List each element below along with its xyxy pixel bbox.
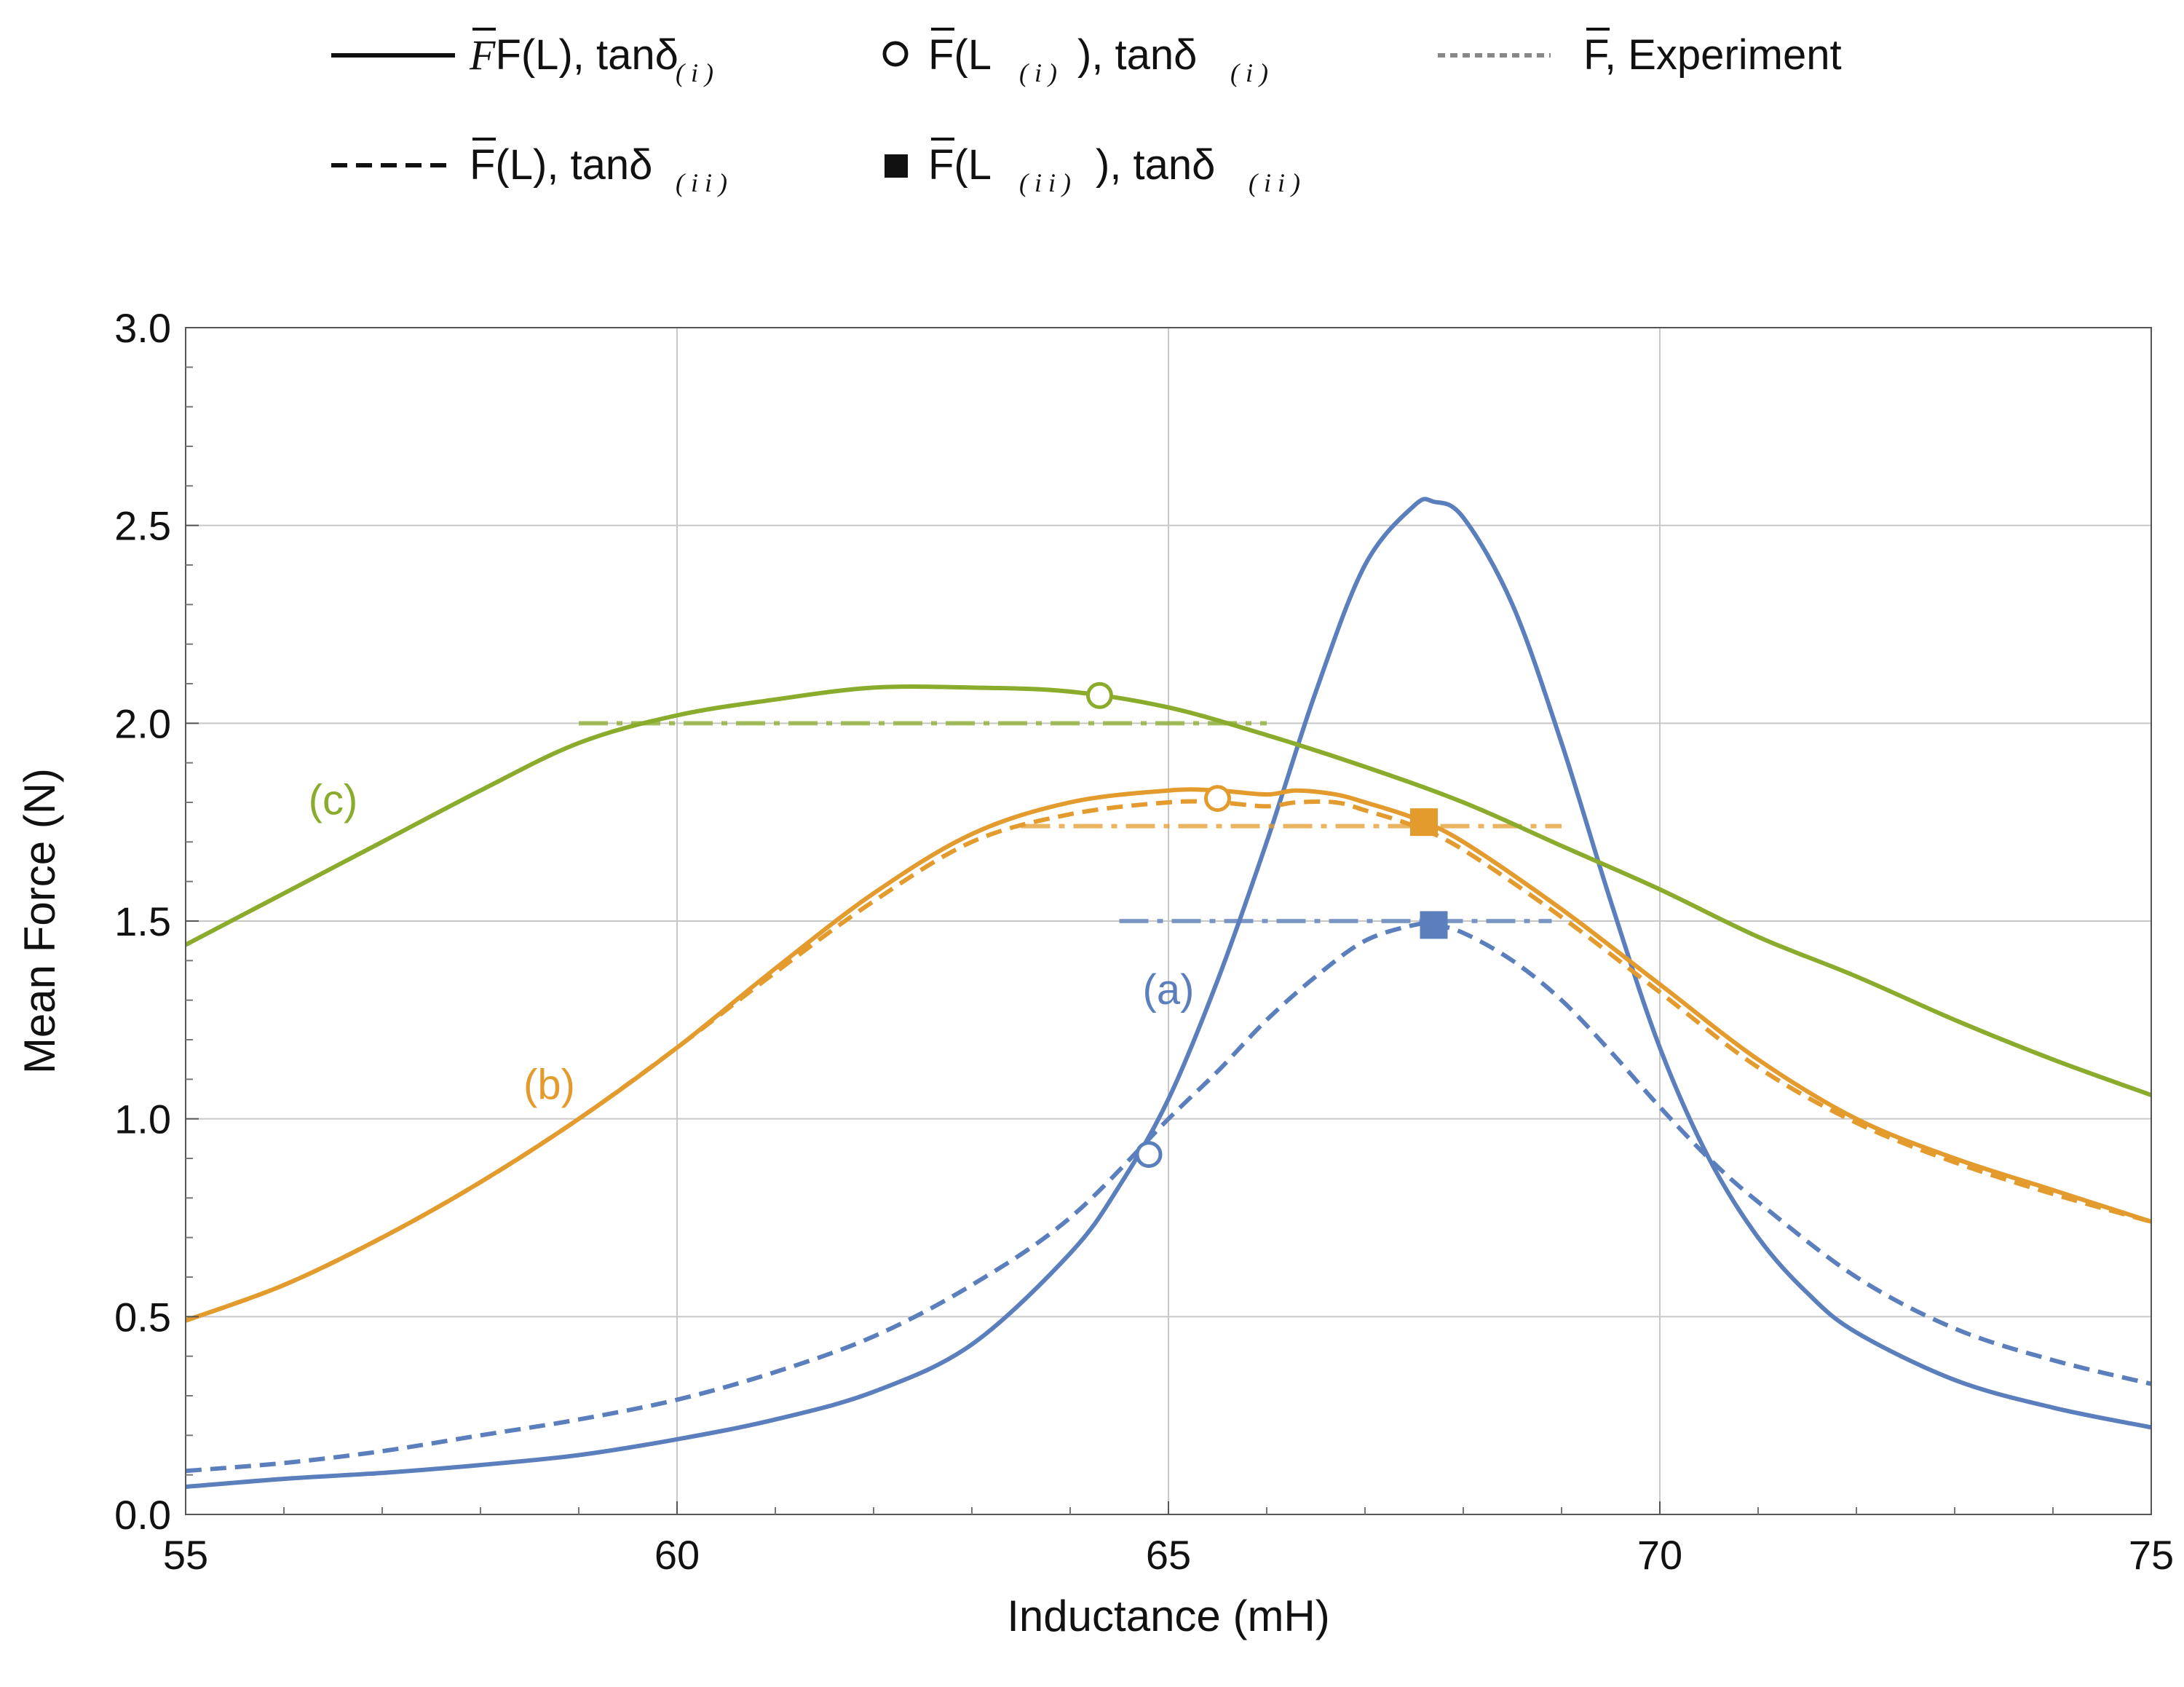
x-tick-label: 60: [654, 1532, 700, 1578]
dashed-curve: [185, 921, 2152, 1474]
y-tick-label: 2.5: [114, 503, 171, 549]
legend-tail-square: ), tanδ: [1096, 141, 1215, 189]
svg-text:F(L: F(L: [928, 31, 992, 79]
legend-item-dashed: F(L), tanδ ( i i ): [331, 141, 727, 197]
series-b: (b): [184, 785, 2152, 1323]
solid-curve: [184, 684, 2153, 1097]
circle-marker: [1204, 785, 1231, 813]
x-tick-label: 70: [1637, 1532, 1682, 1578]
x-axis-label: Inductance (mH): [1007, 1592, 1330, 1640]
y-tick-label: 0.0: [114, 1492, 171, 1538]
legend-sub-solid: ( i ): [676, 58, 713, 87]
square-marker: [1420, 911, 1448, 939]
legend-label-exp: F, Experiment: [1583, 31, 1842, 79]
legend-sub-dashed: ( i i ): [676, 168, 727, 197]
x-tick-label: 65: [1146, 1532, 1191, 1578]
square-marker: [1410, 808, 1438, 837]
legend-mainsub-circle: ( i ): [1019, 58, 1057, 87]
series-layer: (a) (b) (c): [184, 497, 2153, 1489]
legend-item-circle: F(L ( i ) ), tanδ ( i ): [882, 31, 1268, 87]
curve-label: (a): [1143, 966, 1195, 1014]
legend-f-bar: F: [469, 31, 496, 79]
curve-label: (b): [523, 1062, 575, 1109]
y-tick-label: 2.0: [114, 700, 171, 746]
x-tick-label: 75: [2129, 1532, 2174, 1578]
circle-marker: [1086, 681, 1113, 709]
curve-label: (c): [309, 776, 358, 823]
svg-text:FF(L), tanδ: FF(L), tanδ: [469, 31, 678, 79]
legend-label-solid: F(L), tanδ: [495, 31, 678, 79]
legend-sub-circle: ( i ): [1230, 58, 1268, 87]
legend: FF(L), tanδ ( i ) F(L ( i ) ), tanδ ( i …: [331, 31, 1842, 197]
y-tick-label: 3.0: [114, 305, 171, 351]
legend-item-solid: FF(L), tanδ ( i ): [331, 31, 713, 87]
legend-item-square: F(L ( i i ) ), tanδ ( i i ): [885, 141, 1300, 197]
circle-marker: [1135, 1141, 1163, 1169]
legend-item-exp: F, Experiment: [1438, 31, 1842, 79]
y-tick-label: 1.5: [114, 898, 171, 944]
legend-sub-square: ( i i ): [1249, 168, 1300, 197]
legend-tail-circle: ), tanδ: [1077, 31, 1197, 79]
legend-label-circle: F(L: [928, 31, 992, 79]
legend-label-dashed: F(L), tanδ: [470, 141, 652, 189]
y-axis-label: Mean Force (N): [15, 768, 64, 1074]
svg-text:F(L: F(L: [928, 141, 992, 189]
y-tick-label: 0.5: [114, 1294, 171, 1340]
ticks: 55 60 65 70 75 0.0 0.5 1.0 1.5 2.0 2.5 3.0: [114, 305, 2174, 1578]
y-tick-label: 1.0: [114, 1097, 171, 1142]
solid-curve: [184, 787, 2152, 1323]
series-c: (c): [184, 681, 2153, 1097]
x-tick-label: 55: [163, 1532, 208, 1578]
legend-label-square: F(L: [928, 141, 992, 189]
solid-curve: [185, 497, 2152, 1489]
series-a: (a): [185, 497, 2152, 1489]
legend-mainsub-square: ( i i ): [1019, 168, 1071, 197]
